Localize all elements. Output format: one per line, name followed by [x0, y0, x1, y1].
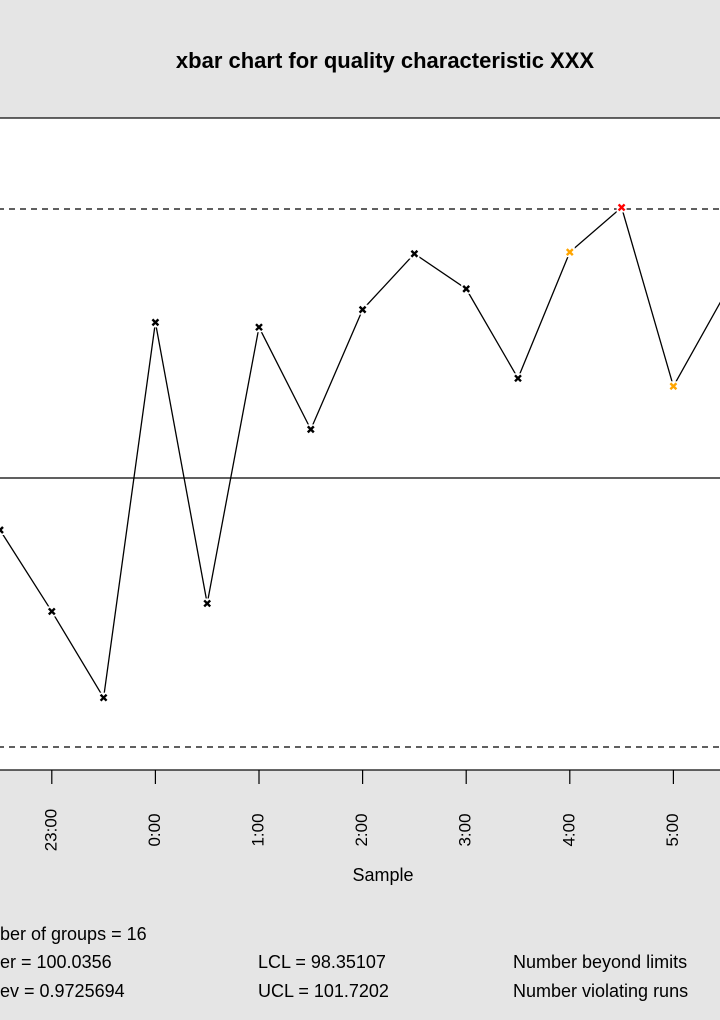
- stats-text: UCL = 101.7202: [258, 981, 389, 1001]
- x-tick-label: 4:00: [559, 813, 578, 846]
- stats-text: Number beyond limits: [513, 952, 687, 972]
- data-point: [358, 305, 367, 314]
- x-tick-label: 1:00: [248, 813, 267, 846]
- x-tick-label: 3:00: [456, 813, 475, 846]
- data-point: [514, 374, 522, 383]
- data-point: [410, 249, 419, 258]
- data-point: [669, 382, 678, 391]
- stats-text: ber of groups = 16: [0, 924, 147, 944]
- x-axis-label: Sample: [352, 865, 413, 885]
- data-point: [565, 248, 574, 256]
- x-tick-label: 2:00: [352, 813, 371, 846]
- stats-text: er = 100.0356: [0, 952, 112, 972]
- data-point: [203, 599, 212, 608]
- data-point: [0, 526, 4, 534]
- data-point: [255, 323, 263, 332]
- chart-title: xbar chart for quality characteristic XX…: [176, 48, 594, 73]
- stats-text: LCL = 98.35107: [258, 952, 386, 972]
- stats-text: Number violating runs: [513, 981, 688, 1001]
- data-point: [462, 285, 471, 293]
- stats-text: ev = 0.9725694: [0, 981, 125, 1001]
- data-point: [306, 425, 315, 434]
- data-point: [617, 203, 626, 212]
- x-tick-label: 23:00: [41, 809, 60, 852]
- data-point: [47, 607, 56, 616]
- x-tick-label: 0:00: [145, 813, 164, 846]
- point-bg: [0, 524, 5, 535]
- x-tick-label: 5:00: [663, 813, 682, 846]
- data-point: [99, 693, 108, 702]
- data-point: [151, 318, 160, 327]
